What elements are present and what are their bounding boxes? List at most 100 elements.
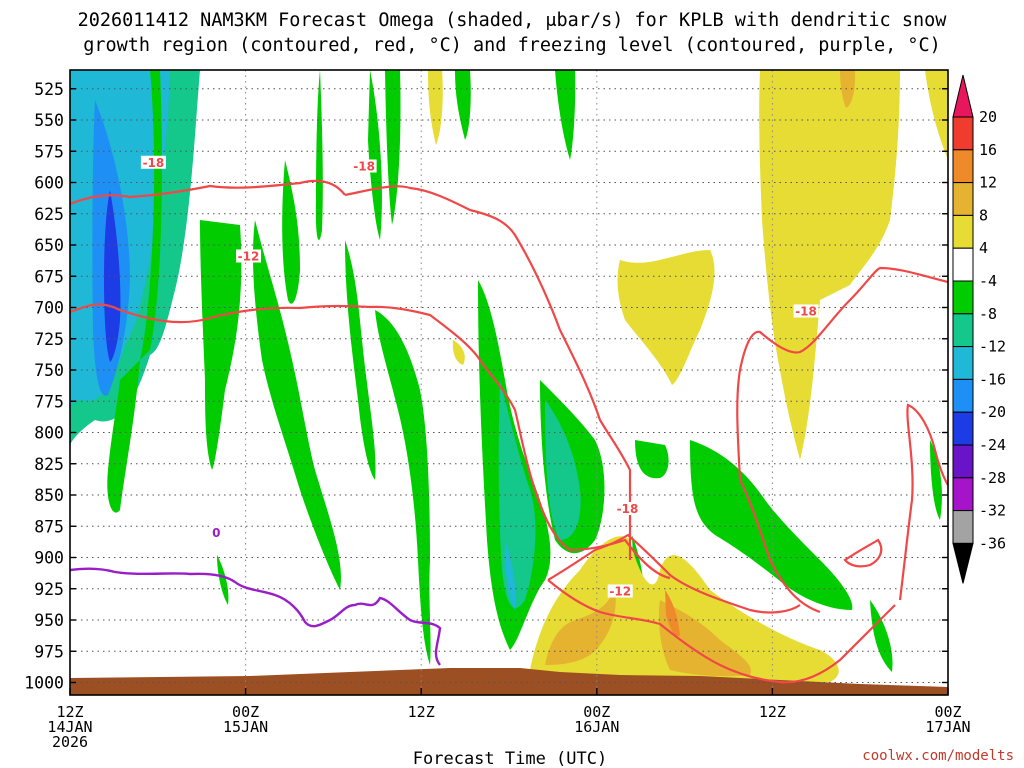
contour-label-bg-1 [351,159,377,173]
colorbar-swatch-8 [952,346,974,380]
colorbar-label-13: -36 [979,534,1006,552]
dgz-contour-minus-12-upper [70,303,671,580]
y-tick-label-7: 700 [34,299,64,318]
surface-terrain [70,668,948,695]
omega-shade-orange-bottom [545,590,616,665]
plot-frame [69,69,949,696]
x-axis-label: Forecast Time (UTC) [413,749,607,768]
omega-shade-orange-deep [665,590,680,637]
y-tick-label-18: 975 [34,642,64,661]
chart-title-line-1: 2026011412 NAM3KM Forecast Omega (shaded… [78,10,948,31]
dgz-contour-minus-18-lower [547,533,801,614]
y-tick-label-0: 525 [34,80,64,99]
colorbar-label-11: -28 [979,469,1006,487]
y-tick-label-15: 900 [34,549,64,568]
omega-shade-green-lobe-16 [870,600,893,672]
colorbar-label-2: 12 [979,174,997,192]
credit-text: coolwx.com/modelts [862,748,1014,764]
colorbar-swatch-3 [952,182,974,216]
y-tick-label-10: 775 [34,392,64,411]
omega-shade-green-lobe-18 [217,555,229,605]
y-tick-label-1: 550 [34,111,64,130]
dgz-contour-minus-18-right [736,266,948,481]
x-tick-label-4-0: 12Z [759,703,786,721]
colorbar-swatch-7 [952,313,974,348]
contour-labels: -18 -18 -12 -18 -18 -12 0 [140,155,819,599]
contour-label-bg-5 [607,584,633,598]
colorbar-top-triangle [952,74,974,118]
x-tick-label-5-0: 00Z [934,703,961,721]
dgz-contour-right-small-loop [898,403,948,601]
y-tick-label-2: 575 [34,142,64,161]
omega-shade-yellow-mid [617,250,715,385]
contour-label-0: -18 [143,156,165,170]
contour-label-1: -18 [353,160,375,174]
omega-shade-green-lobe-15 [690,440,853,610]
omega-shade-yellow-right-top [759,70,900,460]
y-tick-label-13: 850 [34,486,64,505]
y-tick-label-4: 625 [34,205,64,224]
omega-shade-left-core [104,190,121,362]
y-axis-ticks: 525 550 575 600 625 650 675 700 725 750 775 800 825 8… [24,80,948,693]
colorbar-label-9: -20 [979,403,1006,421]
omega-shade-orange-bottom-2 [658,600,751,677]
y-tick-label-11: 800 [34,424,64,443]
colorbar-swatch-9 [952,378,974,413]
omega-shade-green-lobe-7 [368,70,382,240]
contour-label-2: -12 [238,250,260,264]
colorbar-label-10: -24 [979,436,1006,454]
contour-label-bg-6 [210,525,222,539]
colorbar-label-6: -8 [979,305,997,323]
colorbar-label-7: -12 [979,338,1006,356]
colorbar-label-3: 8 [979,206,988,224]
contour-label-bg-2 [236,249,262,263]
colorbar-label-8: -16 [979,370,1006,388]
omega-shade-green-lobe-3 [252,220,341,590]
colorbar-swatch-10 [952,411,974,446]
omega-shade-green-lobe-6 [345,240,376,480]
x-tick-label-3-0: 00Z [583,703,610,721]
omega-shade-green-lobe-2 [200,220,242,470]
dgz-contour-minus-18-upper [70,179,632,560]
colorbar-swatch-11 [952,444,974,479]
omega-shade-teal-patch-2 [545,400,581,540]
colorbar-label-4: 4 [979,239,988,257]
colorbar-swatch-5 [952,247,974,282]
colorbar: 20 16 12 8 4 -4 -8 -12 -16 -20 -24 -28 -32 -36 [952,74,1006,584]
y-tick-label-17: 950 [34,611,64,630]
omega-shade-green-lobe-9 [375,310,431,665]
omega-shade-green-lobe-13 [555,70,576,160]
omega-shade-green-lobe-17 [930,440,942,520]
x-tick-label-3-1: 16JAN [574,718,619,736]
y-tick-label-16: 925 [34,580,64,599]
dgz-contour-minus-18-right-loop [739,479,821,614]
chart-title-line-2: growth region (contoured, red, °C) and f… [83,35,941,56]
x-tick-label-0-2: 2026 [52,733,88,751]
omega-shade-yellow-right-edge [925,70,948,160]
y-tick-label-3: 600 [34,174,64,193]
omega-shade-green-lobe-5 [315,70,323,240]
contour-label-3: -18 [795,305,817,319]
x-tick-label-1-0: 00Z [232,703,259,721]
colorbar-swatch-12 [952,477,974,512]
dgz-contour-minus-12-lower [547,579,896,684]
y-tick-label-14: 875 [34,517,64,536]
colorbar-label-1: 16 [979,141,997,159]
colorbar-label-5: -4 [979,272,997,290]
y-tick-label-6: 675 [34,267,64,286]
colorbar-label-12: -32 [979,502,1006,520]
x-tick-label-0-1: 14JAN [47,718,92,736]
colorbar-label-0: 20 [979,108,997,126]
x-tick-label-5-1: 17JAN [925,718,970,736]
x-tick-label-1-1: 15JAN [223,718,268,736]
y-tick-label-19: 1000 [24,674,64,693]
y-tick-label-8: 725 [34,330,64,349]
omega-shade-orange-topright [840,70,856,108]
contour-label-bg-3 [793,304,819,318]
colorbar-swatch-1 [952,116,974,151]
omega-shade-yellow-bottom [530,536,839,682]
dgz-contour-right-blob [843,538,883,568]
colorbar-bottom-triangle [952,542,974,584]
